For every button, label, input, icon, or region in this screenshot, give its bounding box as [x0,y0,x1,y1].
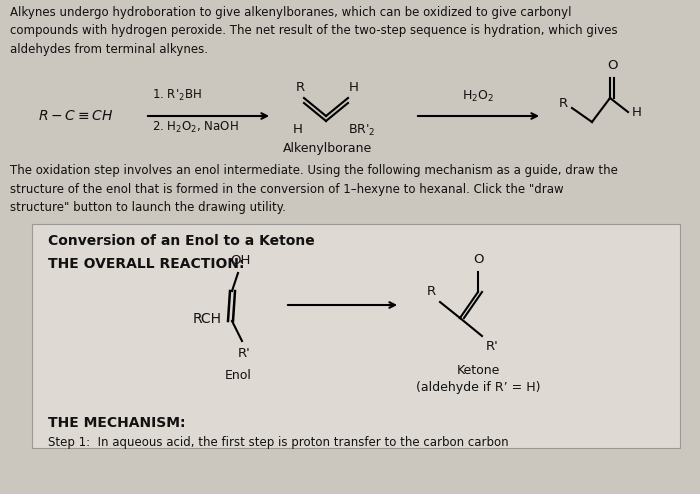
Text: 2. H$_2$O$_2$, NaOH: 2. H$_2$O$_2$, NaOH [152,120,239,135]
Text: The oxidation step involves an enol intermediate. Using the following mechanism : The oxidation step involves an enol inte… [10,164,618,214]
Text: H: H [293,123,303,136]
Text: R: R [427,285,436,298]
Text: RCH: RCH [193,312,222,326]
Text: R: R [295,81,304,94]
Text: Ketone
(aldehyde if R’ = H): Ketone (aldehyde if R’ = H) [416,364,540,394]
Text: BR'$_2$: BR'$_2$ [348,123,375,138]
Text: $R-C\equiv CH$: $R-C\equiv CH$ [38,109,113,123]
FancyBboxPatch shape [32,224,680,448]
Text: Enol: Enol [225,369,251,382]
Text: Alkenylborane: Alkenylborane [284,142,372,155]
Text: H$_2$O$_2$: H$_2$O$_2$ [462,89,494,104]
Text: OH: OH [230,254,250,267]
Text: Alkynes undergo hydroboration to give alkenylboranes, which can be oxidized to g: Alkynes undergo hydroboration to give al… [10,6,617,56]
Text: R': R' [237,347,251,360]
Text: THE MECHANISM:: THE MECHANISM: [48,416,186,430]
Text: O: O [607,59,617,72]
Text: 1. R'$_2$BH: 1. R'$_2$BH [152,88,202,103]
Text: THE OVERALL REACTION:: THE OVERALL REACTION: [48,257,244,271]
Text: Step 1:  In aqueous acid, the first step is proton transfer to the carbon carbon: Step 1: In aqueous acid, the first step … [48,436,509,449]
Text: Conversion of an Enol to a Ketone: Conversion of an Enol to a Ketone [48,234,315,248]
Text: H: H [349,81,359,94]
Text: R': R' [486,340,498,353]
Text: O: O [473,253,483,266]
Text: H: H [632,106,642,119]
Text: R: R [559,97,568,111]
